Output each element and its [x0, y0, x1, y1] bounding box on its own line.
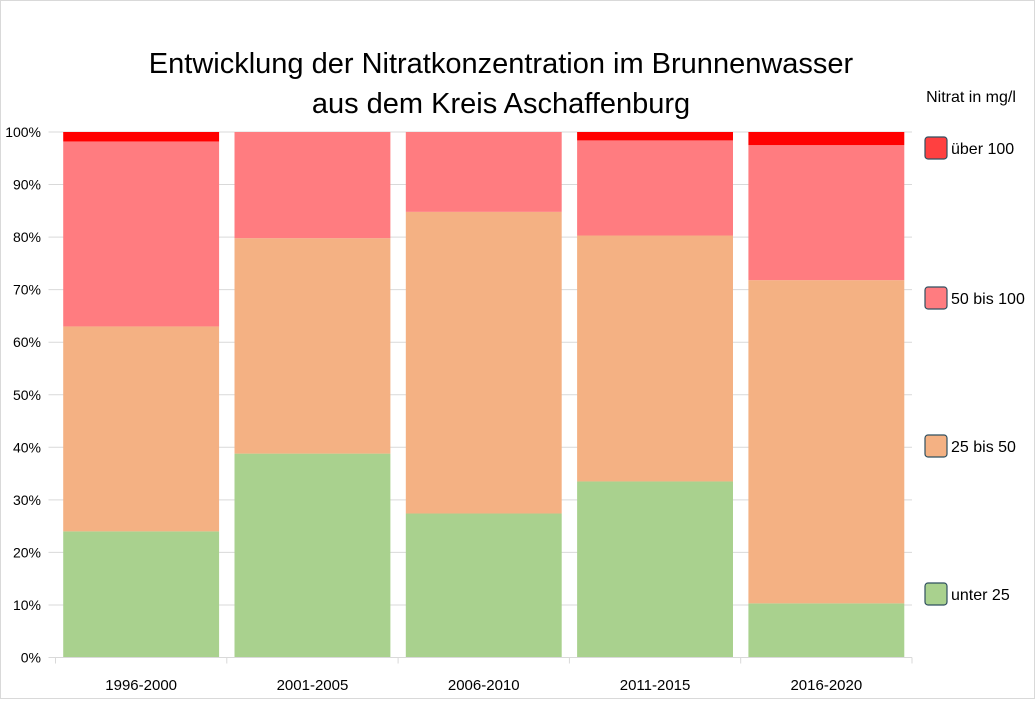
bar-segment-unter-25 [63, 531, 220, 658]
legend-swatch [924, 286, 948, 310]
y-tick-label: 30% [13, 492, 41, 508]
bar-segment-unter-25 [405, 513, 562, 658]
bar-segment-25-bis-50 [63, 326, 220, 532]
bar-segment-unter-25 [577, 481, 733, 658]
legend-label: 25 bis 50 [951, 439, 1016, 456]
bar-segment-25-bis-50 [748, 280, 905, 604]
chart-title: Entwicklung der Nitratkonzentration im B… [149, 48, 854, 80]
y-tick-label: 50% [13, 387, 41, 403]
y-tick-label: 0% [21, 650, 41, 666]
bar-segment-25-bis-50 [577, 235, 733, 482]
x-tick-label: 2011-2015 [620, 677, 691, 694]
bar-segment-über-100 [748, 132, 905, 146]
bar-segment-unter-25 [234, 453, 391, 658]
legend-title: Nitrat in mg/l [926, 89, 1016, 106]
bar-segment-25-bis-50 [234, 238, 391, 454]
bar-segment-50-bis-100 [748, 145, 905, 281]
y-tick-label: 90% [13, 177, 41, 193]
bar-segment-über-100 [577, 132, 733, 141]
y-tick-label: 10% [13, 597, 41, 613]
chart-subtitle: aus dem Kreis Aschaffenburg [312, 88, 690, 120]
y-tick-label: 100% [5, 124, 41, 140]
y-tick-label: 60% [13, 334, 41, 350]
bar-segment-über-100 [63, 132, 220, 142]
y-tick-label: 40% [13, 439, 41, 455]
bar-segment-50-bis-100 [234, 132, 391, 239]
x-tick-label: 1996-2000 [105, 677, 177, 694]
legend-label: 50 bis 100 [951, 291, 1025, 308]
bar-segment-50-bis-100 [577, 140, 733, 236]
y-tick-label: 80% [13, 229, 41, 245]
legend-label: unter 25 [951, 587, 1010, 604]
y-tick-label: 70% [13, 282, 41, 298]
x-tick-label: 2006-2010 [448, 677, 520, 694]
x-tick-label: 2001-2005 [277, 677, 349, 694]
x-tick-label: 2016-2020 [790, 677, 862, 694]
legend-swatch [924, 136, 948, 160]
bar-segment-unter-25 [748, 603, 905, 658]
bar-segment-50-bis-100 [405, 132, 562, 212]
legend-swatch [924, 582, 948, 606]
legend-label: über 100 [951, 141, 1014, 158]
legend-swatch [924, 434, 948, 458]
bar-segment-25-bis-50 [405, 211, 562, 514]
y-tick-label: 20% [13, 544, 41, 560]
bar-segment-50-bis-100 [63, 141, 220, 327]
